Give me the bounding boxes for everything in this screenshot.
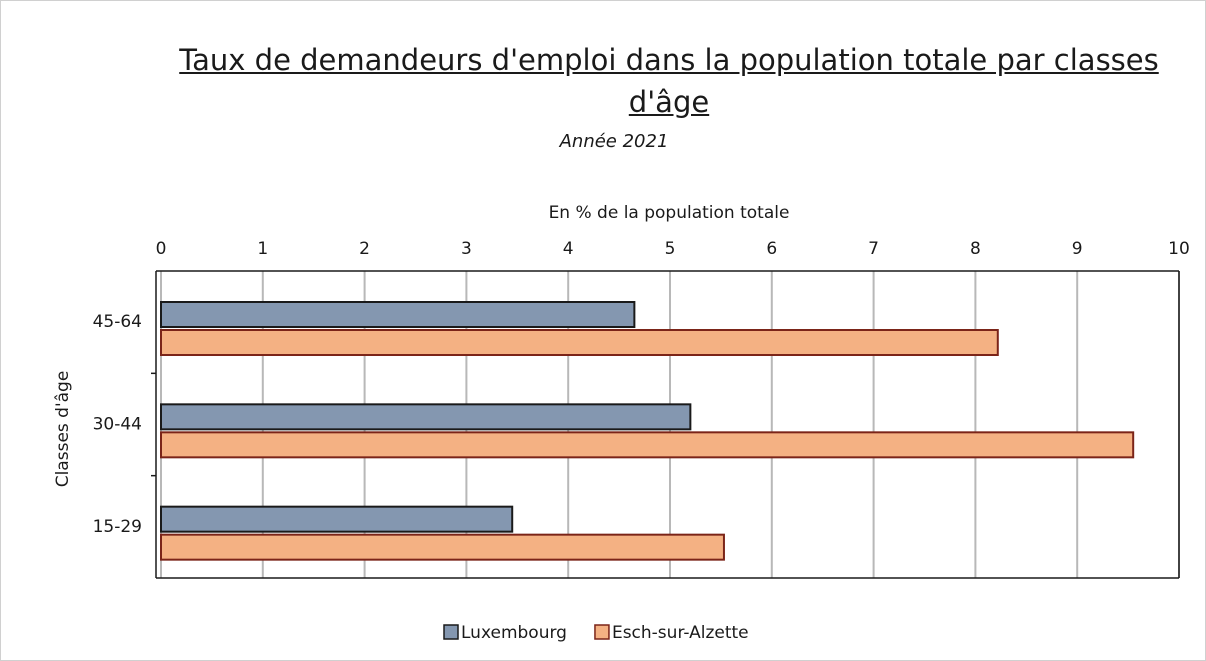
x-tick-label: 9 [1072, 239, 1083, 259]
x-tick-label: 6 [766, 239, 777, 259]
y-axis-title: Classes d'âge [53, 371, 73, 488]
x-tick-label: 0 [156, 239, 167, 259]
y-tick-label: 15-29 [93, 517, 142, 537]
bar [160, 403, 692, 431]
y-tick-label: 30-44 [93, 415, 142, 435]
y-tick-label: 45-64 [93, 312, 142, 332]
legend-label: Luxembourg [461, 623, 567, 643]
x-tick-label: 7 [868, 239, 879, 259]
x-tick-label: 1 [257, 239, 268, 259]
x-tick-label: 2 [359, 239, 370, 259]
legend-swatch [594, 624, 610, 640]
x-tick-label: 5 [665, 239, 676, 259]
bar [160, 505, 514, 533]
x-tick-label: 10 [1168, 239, 1190, 259]
bar [160, 301, 636, 328]
x-tick-label: 4 [563, 239, 574, 259]
chart-title: Taux de demandeurs d'emploi dans la popu… [179, 43, 1159, 119]
bar [160, 533, 725, 561]
bar [160, 329, 999, 356]
chart-subtitle: Année 2021 [559, 131, 669, 152]
bar [160, 431, 1135, 459]
legend-swatch [443, 624, 459, 640]
legend-label: Esch-sur-Alzette [612, 623, 749, 643]
x-tick-label: 8 [970, 239, 981, 259]
x-axis-title: En % de la population totale [549, 203, 790, 223]
x-tick-label: 3 [461, 239, 472, 259]
